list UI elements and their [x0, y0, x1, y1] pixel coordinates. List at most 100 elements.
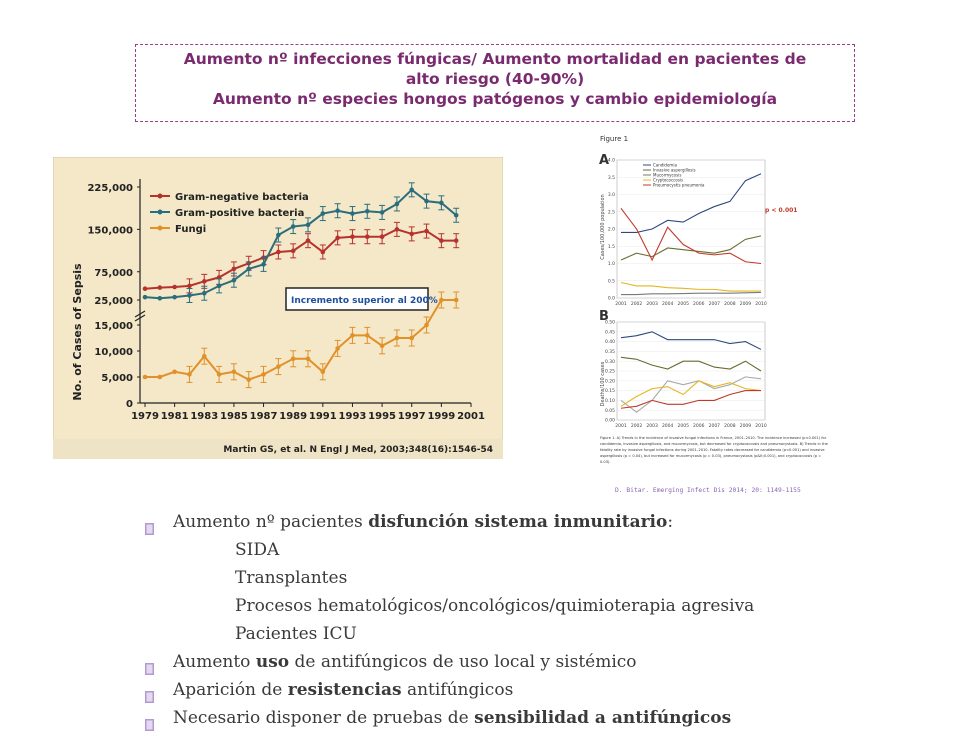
- panel-xtick-label: 2007: [709, 301, 721, 307]
- chart1-point: [231, 369, 237, 375]
- panel-b-ylabel: Deaths/100 cases: [600, 361, 606, 406]
- chart1-point: [364, 208, 370, 214]
- bullet-text-regular: :: [667, 512, 674, 532]
- chart1-point: [335, 346, 340, 351]
- panel-b-plot: 0.50 0.45 0.40 0.35 0.30 0.25 0.20 0.15 0.10 0.05…: [605, 320, 767, 429]
- chart1-point: [261, 372, 266, 377]
- chart1-ytick-label: 10,000: [94, 347, 133, 358]
- bullet-subitem-text: Pacientes ICU: [235, 624, 357, 644]
- bullet-text-regular: antifúngicos: [401, 680, 514, 700]
- panel-ytick-label: 0.00: [605, 418, 615, 424]
- chart1-point: [201, 279, 207, 284]
- chart1-xtick-label: 1979: [131, 411, 159, 422]
- chart1-point: [201, 353, 207, 359]
- panel-ytick-label: 2.5: [608, 209, 615, 215]
- title-line-3: Aumento nº especies hongos patógenos y c…: [212, 90, 778, 108]
- bullet-icon: [145, 516, 154, 535]
- figure-caption-container: Figure 1. A) Trends in the incidence of …: [600, 436, 828, 464]
- panel-a-ylabel: Cases/100,000 population: [600, 194, 606, 259]
- chart1-point: [453, 297, 459, 303]
- panel-ytick-label: 1.5: [608, 244, 615, 250]
- chart1-ylabel: No. of Cases of Sepsis: [71, 263, 84, 401]
- chart1-series-line: [144, 188, 457, 300]
- bullet-item-text: Necesario disponer de pruebas de sensibi…: [173, 704, 731, 732]
- panel-xtick-label: 2009: [740, 301, 752, 307]
- chart1-xtick-label: 1989: [279, 411, 307, 422]
- panel-ytick-label: 3.5: [608, 175, 615, 181]
- panel-series-line: [620, 380, 762, 407]
- chart1-axis-ticks: 225,000 150,000 75,000 25,000 15,000 10,000 5,…: [87, 179, 485, 422]
- bullet-icon: [145, 684, 154, 703]
- chart1-legend-marker: [157, 225, 163, 231]
- chart1-point: [335, 235, 340, 241]
- chart1-point: [424, 198, 429, 204]
- bullet-subitem: Transplantes: [145, 564, 945, 592]
- chart1-point: [231, 266, 237, 272]
- bullet-text-bold: disfunción sistema inmunitario: [368, 512, 668, 532]
- chart1-point: [172, 369, 177, 375]
- chart1-point: [350, 333, 355, 338]
- panel-ytick-label: 1.0: [608, 261, 615, 267]
- panel-b-label: B: [599, 309, 609, 324]
- bullet-subitem-text: Transplantes: [235, 568, 348, 588]
- chart1-point: [290, 248, 296, 254]
- chart1-xtick-label: 1981: [161, 411, 189, 422]
- chart1-point: [379, 234, 385, 240]
- chart1-point: [453, 238, 459, 243]
- chart1-axis-break: [134, 314, 146, 322]
- chart1-point: [142, 374, 148, 380]
- chart1-point: [439, 238, 444, 243]
- fungal-infections-france-figure: Figure 1 A B Cases/100,000 population De…: [599, 135, 828, 494]
- chart1-xtick-label: 1997: [398, 411, 426, 422]
- panel-xtick-label: 2005: [677, 301, 689, 307]
- chart1-point: [320, 211, 326, 216]
- chart1-series-line: [144, 228, 457, 290]
- chart1-point: [305, 356, 311, 362]
- chart1-xtick-label: 1993: [339, 411, 367, 422]
- title-line-1: Aumento nº infecciones fúngicas/ Aumento…: [183, 50, 807, 68]
- chart1-point: [350, 211, 355, 216]
- figure-caption: Figure 1. A) Trends in the incidence of …: [600, 436, 828, 464]
- panel-series-line: [620, 390, 761, 409]
- panel-series-line: [621, 173, 762, 233]
- chart1-ytick-label: 5,000: [101, 373, 133, 384]
- bullet-text-bold: sensibilidad a antifúngicos: [474, 708, 732, 728]
- chart1-ytick-label: 75,000: [94, 268, 133, 279]
- chart1-point: [364, 333, 370, 338]
- bullet-icon: [145, 712, 154, 731]
- slide-title-box: Aumento nº infecciones fúngicas/ Aumento…: [135, 44, 855, 122]
- chart1-point: [157, 285, 163, 290]
- panel-xtick-label: 2005: [677, 423, 689, 429]
- panel-ytick-label: 2.0: [608, 227, 615, 233]
- bullet-subitem: SIDA: [145, 536, 945, 564]
- panel-ytick-label: 0.15: [605, 388, 615, 394]
- chart1-xtick-label: 1987: [250, 411, 278, 422]
- bullet-text-bold: resistencias: [287, 680, 402, 700]
- chart1-xtick-label: 1999: [427, 411, 455, 422]
- panel-xtick-label: 2002: [631, 423, 643, 429]
- panel-a-pvalue: p < 0.001: [765, 207, 797, 214]
- title-line-2: alto riesgo (40-90%): [405, 70, 585, 88]
- panel-legend-label: Mucormycosis: [653, 173, 681, 178]
- chart1-point: [394, 335, 400, 341]
- panel-legend-label: Cryptococcosis: [653, 178, 683, 183]
- bullet-item: Aparición de resistencias antifúngicos: [145, 676, 945, 704]
- panel-ytick-label: 0.05: [605, 408, 615, 414]
- panel-series-line: [621, 291, 762, 296]
- panel-ytick-label: 4.0: [608, 158, 615, 164]
- chart1-legend-label: Fungi: [175, 224, 206, 235]
- panel-series-line: [620, 376, 762, 413]
- panel-xtick-label: 2010: [755, 301, 767, 307]
- chart1-annotation: Incremento superior al 200%: [291, 296, 438, 306]
- panel-ytick-label: 0.25: [605, 369, 615, 375]
- chart1-ytick-label: 25,000: [94, 296, 133, 307]
- bullet-item-text: Aparición de resistencias antifúngicos: [173, 676, 513, 704]
- panel-series-line: [620, 331, 762, 350]
- bullet-text-regular: Aumento nº pacientes: [173, 512, 369, 532]
- chart1-legend-marker: [157, 193, 163, 199]
- chart1-point: [187, 372, 192, 377]
- panel-ytick-label: 0.5: [608, 278, 615, 284]
- chart1-point: [453, 212, 459, 218]
